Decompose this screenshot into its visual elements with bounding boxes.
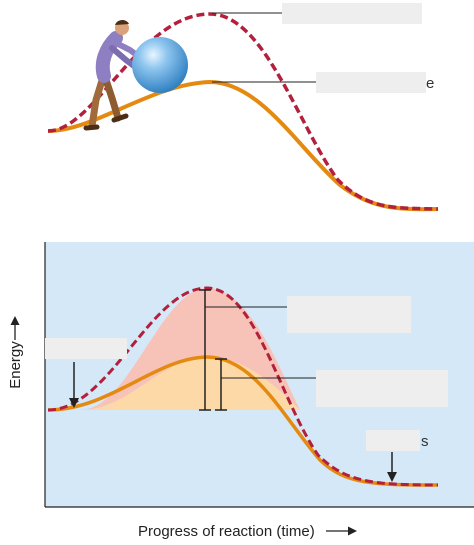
uncatalyzed-activation-label-box[interactable]: [287, 296, 411, 333]
y-axis-label-group: Energy: [7, 316, 24, 389]
bottom-panel: s: [44, 242, 474, 508]
products-arrow: [387, 452, 397, 482]
x-axis-label-group: Progress of reaction (time): [138, 523, 357, 540]
top-peak-label-box[interactable]: [282, 3, 422, 24]
products-label-box[interactable]: [366, 430, 420, 451]
catalyzed-activation-bar: [215, 358, 227, 411]
catalyzed-activation-label-box[interactable]: [316, 370, 448, 407]
top-hill-label-tail: e: [426, 75, 434, 92]
top-illustration: e: [47, 3, 439, 212]
uncatalyzed-activation-bar: [199, 289, 211, 411]
top-uncatalyzed-curve: [47, 12, 439, 211]
products-label-tail: s: [421, 433, 429, 450]
reactants-arrow: [69, 362, 79, 408]
top-hill-label-box[interactable]: [316, 72, 426, 93]
boulder-sphere-icon: [132, 37, 188, 93]
left-reactants-label-box[interactable]: [45, 338, 127, 359]
x-axis-label: Progress of reaction (time): [138, 523, 315, 540]
uncatalyzed-curve: [47, 286, 439, 487]
y-axis-label: Energy: [7, 341, 24, 389]
top-catalyzed-curve: [47, 79, 439, 212]
